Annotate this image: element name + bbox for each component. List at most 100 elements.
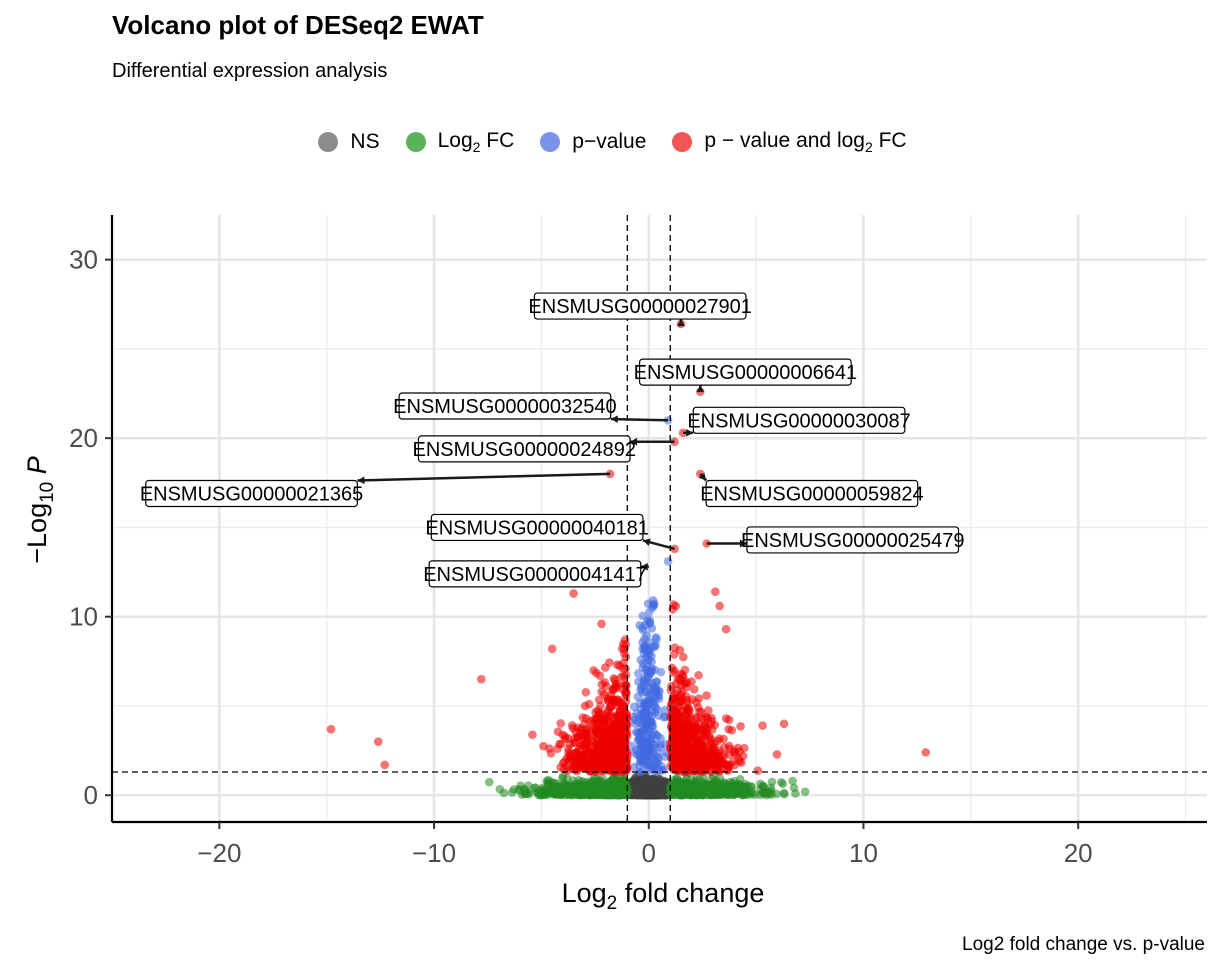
y-axis-title: −Log10 P [22, 456, 58, 563]
point-ns [645, 785, 655, 794]
point-both [567, 721, 577, 730]
gene-label: ENSMUSG00000021365 [140, 484, 363, 506]
gene-label: ENSMUSG00000041417 [423, 564, 646, 586]
legend: NS Log2 FC p−value p − value and log2 FC [0, 122, 1225, 162]
point-both [677, 694, 687, 703]
gene-label: ENSMUSG00000006641 [634, 362, 857, 384]
point-fc [671, 782, 680, 791]
gene-label: ENSMUSG00000024892 [412, 439, 635, 461]
point-both [702, 691, 711, 700]
legend-label-both: p − value and log2 FC [704, 128, 907, 156]
point-both [736, 722, 745, 731]
legend-label-p: p−value [572, 130, 647, 153]
point-both [581, 751, 590, 760]
point-ns [629, 782, 638, 792]
gene-label: ENSMUSG00000059824 [700, 484, 923, 506]
point-both [724, 724, 733, 734]
point-ns [639, 779, 649, 789]
y-tick-label: 10 [69, 602, 98, 632]
point-fc [591, 780, 601, 789]
point-both [476, 674, 486, 684]
legend-label-fc: Log2 FC [437, 128, 515, 156]
point-fc [713, 786, 723, 796]
point-fc [499, 788, 509, 798]
point-p [644, 656, 654, 665]
point-both [733, 743, 743, 753]
point-p [639, 716, 648, 725]
point-both [569, 589, 578, 598]
point-p [646, 752, 656, 762]
point-both [671, 708, 680, 717]
point-both [715, 601, 724, 611]
label-connector [610, 417, 669, 422]
point-both [600, 663, 610, 672]
point-both [584, 699, 594, 709]
point-fc [666, 790, 676, 799]
x-tick-label: 0 [642, 838, 656, 868]
x-tick-label: 10 [849, 838, 878, 868]
point-fc [779, 789, 789, 799]
point-both [687, 677, 696, 686]
legend-key-p [540, 132, 561, 152]
point-both [709, 743, 719, 752]
chart-title: Volcano plot of DESeq2 EWAT [112, 10, 484, 40]
point-both [613, 756, 623, 766]
point-p [637, 743, 646, 753]
point-fc [681, 781, 690, 791]
point-both [676, 680, 686, 690]
gene-label: ENSMUSG00000040181 [425, 517, 648, 539]
data-points [326, 319, 931, 800]
point-p [652, 704, 661, 714]
point-both [672, 719, 682, 729]
point-fc [589, 789, 598, 798]
point-both [679, 766, 688, 775]
point-both [612, 660, 622, 669]
point-fc [608, 776, 618, 786]
point-both [528, 730, 537, 739]
point-both [592, 668, 601, 678]
point-both [583, 736, 593, 746]
point-both [621, 681, 630, 691]
legend-item-fc: Log2 FC [405, 128, 515, 156]
point-both [921, 748, 931, 757]
point-both [692, 698, 701, 707]
point-both [597, 739, 606, 749]
point-fc [734, 787, 744, 796]
point-both [679, 733, 688, 743]
point-both [779, 719, 789, 729]
point-both [723, 765, 733, 775]
point-both [597, 687, 606, 697]
gene-label: ENSMUSG00000032540 [393, 396, 616, 418]
legend-key-fc [405, 132, 426, 152]
point-both [678, 744, 687, 753]
point-both [592, 728, 602, 737]
point-fc [576, 786, 585, 795]
point-both [563, 766, 573, 775]
point-both [724, 715, 734, 725]
point-both [564, 744, 573, 754]
point-both [555, 739, 564, 749]
point-both [607, 723, 617, 733]
point-both [605, 754, 615, 764]
point-both [694, 670, 703, 680]
point-fc [726, 786, 735, 795]
point-both [758, 721, 767, 730]
point-both [590, 745, 600, 755]
x-tick-label: −20 [197, 838, 241, 868]
legend-item-ns: NS [318, 130, 380, 154]
point-both [619, 717, 628, 726]
point-fc [600, 781, 610, 790]
point-both [670, 643, 680, 653]
point-both [679, 706, 688, 716]
gene-label: ENSMUSG00000030087 [687, 410, 910, 432]
point-fc [789, 783, 799, 793]
gene-labels: ENSMUSG00000027901ENSMUSG00000006641ENSM… [140, 292, 964, 588]
point-both [547, 644, 557, 654]
legend-item-p: p−value [540, 130, 646, 154]
point-p [640, 634, 649, 643]
point-fc [778, 779, 788, 789]
point-both [753, 766, 763, 775]
point-p [634, 677, 643, 687]
legend-key-both [672, 132, 693, 152]
